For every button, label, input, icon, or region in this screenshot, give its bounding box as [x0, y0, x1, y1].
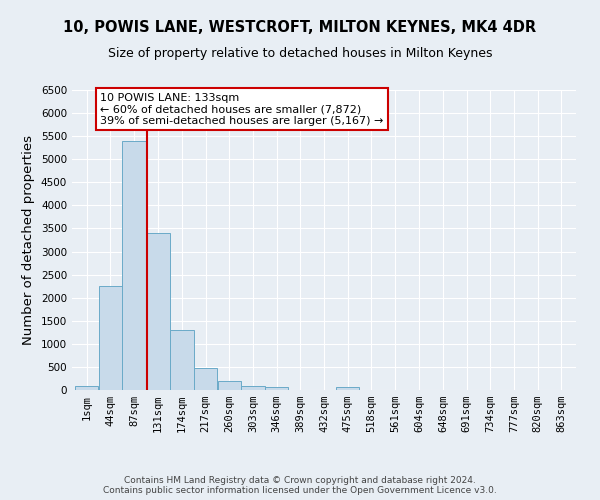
Bar: [75, 386, 98, 390]
Bar: [170, 330, 194, 390]
Bar: [265, 386, 289, 390]
Bar: [146, 233, 170, 390]
Text: Contains HM Land Registry data © Crown copyright and database right 2024.
Contai: Contains HM Land Registry data © Crown c…: [103, 476, 497, 495]
Bar: [98, 286, 122, 390]
Bar: [241, 386, 265, 390]
Y-axis label: Number of detached properties: Number of detached properties: [22, 135, 35, 345]
Bar: [218, 381, 241, 390]
Bar: [122, 141, 146, 390]
Bar: [336, 386, 359, 390]
Text: 10, POWIS LANE, WESTCROFT, MILTON KEYNES, MK4 4DR: 10, POWIS LANE, WESTCROFT, MILTON KEYNES…: [64, 20, 536, 35]
Bar: [194, 368, 217, 390]
Text: Size of property relative to detached houses in Milton Keynes: Size of property relative to detached ho…: [108, 48, 492, 60]
Text: 10 POWIS LANE: 133sqm
← 60% of detached houses are smaller (7,872)
39% of semi-d: 10 POWIS LANE: 133sqm ← 60% of detached …: [100, 93, 383, 126]
